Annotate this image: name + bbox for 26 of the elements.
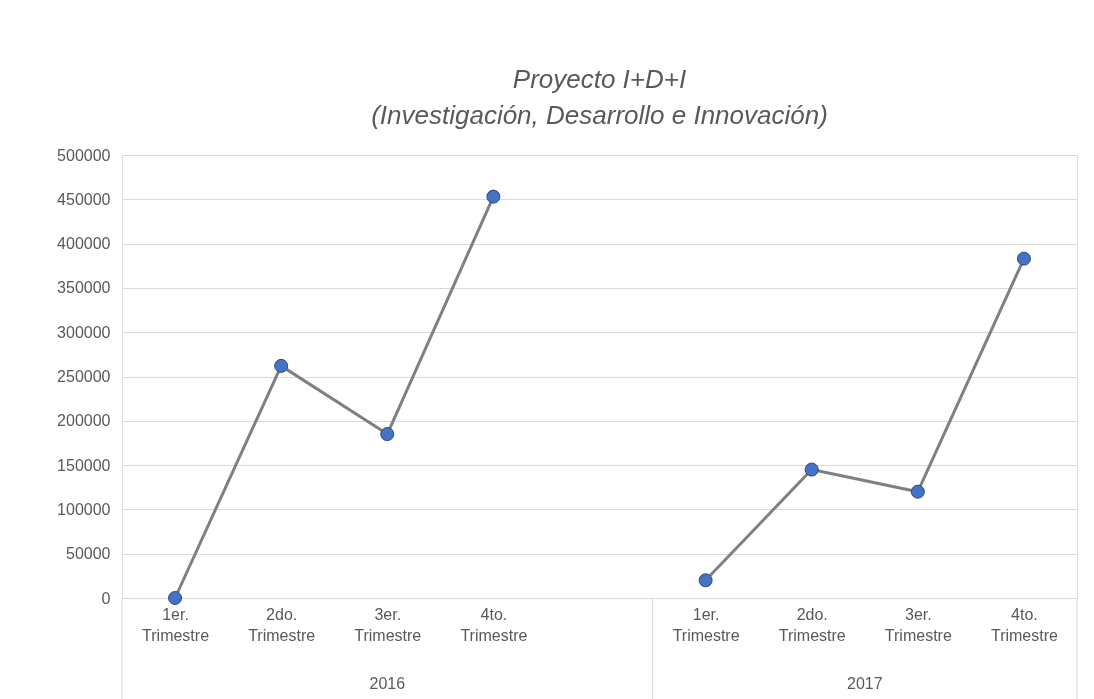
point	[168, 590, 183, 606]
y-tick-label: 150000	[57, 456, 111, 474]
chart-title: Proyecto I+D+I (Investigación, Desarrollo e Innovación)	[371, 64, 828, 130]
x-tick-label: 4to. Trimestre	[460, 605, 528, 644]
point	[486, 189, 501, 204]
y-tick-label: 100000	[57, 500, 111, 518]
y-tick-label: 0	[101, 589, 111, 607]
point	[274, 358, 289, 373]
text: 2017	[846, 675, 883, 692]
x-tick-label: 4to. Trimestre	[990, 605, 1059, 644]
y-tick-label: 250000	[57, 368, 111, 385]
x-tick-label: 3er. Trimestre	[884, 605, 952, 644]
x-tick-label: 2do. Trimestre	[248, 605, 316, 644]
x-tick-label: 1er. Trimestre	[672, 605, 740, 644]
point	[380, 427, 395, 442]
y-tick-label: 500000	[57, 146, 111, 164]
y-tick-label: 350000	[57, 279, 111, 297]
x-tick-label: 1er. Trimestre	[142, 605, 210, 644]
y-tick-label: 400000	[57, 235, 111, 253]
y-tick-label: 450000	[57, 190, 111, 208]
x-tick-label: 3er. Trimestre	[354, 605, 422, 644]
x-tick-label: 2do. Trimestre	[778, 605, 846, 644]
y-tick-label: 200000	[57, 412, 111, 430]
text: 2016	[369, 675, 406, 692]
y-tick-label: 300000	[57, 323, 111, 341]
y-tick-label: 50000	[66, 545, 111, 563]
